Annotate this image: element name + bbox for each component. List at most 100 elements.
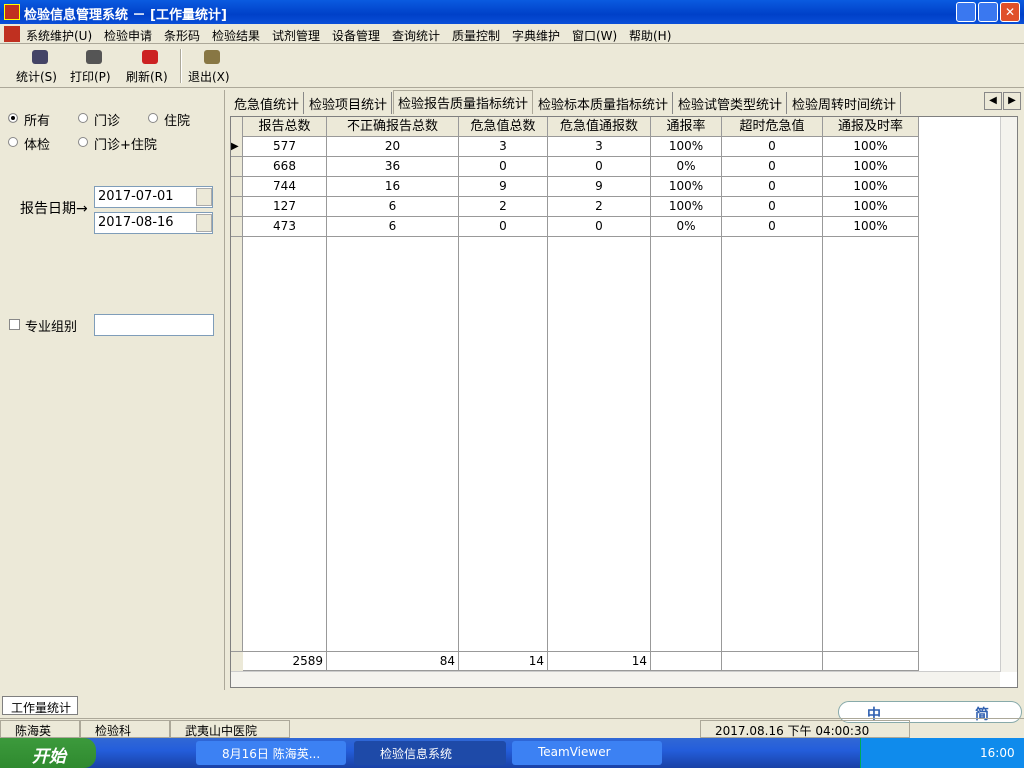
- grid-cell: 100%: [823, 197, 919, 217]
- total-cell: 14: [459, 651, 548, 671]
- tab[interactable]: 检验报告质量指标统计: [393, 90, 534, 114]
- ime-item[interactable]: 中: [867, 707, 881, 723]
- grid-cell: 100%: [823, 157, 919, 177]
- total-cell: [722, 651, 823, 671]
- menu-item[interactable]: 窗口(W): [572, 29, 618, 43]
- system-tray: [860, 738, 1024, 768]
- grid-cell: 0: [722, 197, 823, 217]
- vertical-scrollbar[interactable]: [1000, 117, 1017, 672]
- menu-item[interactable]: 系统维护(U): [26, 29, 93, 43]
- toolbar-button[interactable]: 退出(X): [188, 70, 230, 84]
- date-label: 报告日期→: [20, 201, 88, 217]
- menu-item[interactable]: 试剂管理: [272, 29, 321, 43]
- grid-cell: 100%: [651, 137, 722, 157]
- toolbar: 统计(S) 打印(P) 刷新(R) 退出(X): [0, 45, 1024, 88]
- bottom-tab[interactable]: 工作量统计: [2, 696, 78, 715]
- column-line: [458, 237, 459, 651]
- minimize-button[interactable]: [956, 2, 976, 22]
- ime-item[interactable]: 简: [975, 707, 989, 723]
- menu-icon: [4, 26, 20, 42]
- radio-label: 住院: [164, 114, 191, 129]
- radio-button[interactable]: [78, 137, 88, 147]
- menu-item[interactable]: 字典维护: [512, 29, 561, 43]
- grid-cell: 0: [548, 217, 651, 237]
- checkbox[interactable]: [9, 319, 20, 330]
- row-indicator: [231, 157, 243, 177]
- taskbar-button[interactable]: TeamViewer: [512, 741, 662, 765]
- column-header: 危急值总数: [459, 117, 548, 137]
- toolbar-icon: [204, 50, 220, 64]
- radio-button[interactable]: [148, 113, 158, 123]
- menu-item[interactable]: 条形码: [164, 29, 201, 43]
- close-button[interactable]: ✕: [1000, 2, 1020, 22]
- menu-item[interactable]: 帮助(H): [629, 29, 672, 43]
- toolbar-button[interactable]: 统计(S): [16, 70, 57, 84]
- radio-button[interactable]: [78, 113, 88, 123]
- tab[interactable]: 检验试管类型统计: [674, 92, 788, 114]
- grid-cell: 36: [327, 157, 459, 177]
- menu-item[interactable]: 检验申请: [104, 29, 153, 43]
- column-header: 危急值通报数: [548, 117, 651, 137]
- toolbar-button[interactable]: 刷新(R): [126, 70, 168, 84]
- menu-item[interactable]: 质量控制: [452, 29, 501, 43]
- row-header-column: [231, 117, 243, 672]
- grid-cell: 668: [243, 157, 327, 177]
- column-line: [547, 237, 548, 651]
- status-field: 武夷山中医院: [170, 720, 290, 738]
- column-header: 报告总数: [243, 117, 327, 137]
- radio-button[interactable]: [8, 113, 18, 123]
- toolbar-icon: [86, 50, 102, 64]
- data-grid: 报告总数 不正确报告总数 危急值总数 危急值通报数 通报率 超时危急值 通报及时率 ▶ 577 2…: [230, 116, 1018, 688]
- date-picker[interactable]: 2017-08-16: [94, 212, 213, 234]
- tab[interactable]: 检验周转时间统计: [788, 92, 902, 114]
- ime-bar: 中简: [838, 701, 1022, 723]
- row-indicator: [231, 197, 243, 217]
- column-header: 通报及时率: [823, 117, 919, 137]
- grid-cell: 100%: [823, 137, 919, 157]
- total-cell: 14: [548, 651, 651, 671]
- toolbar-icon: [142, 50, 158, 64]
- grid-cell: 0%: [651, 157, 722, 177]
- total-cell: 2589: [243, 651, 327, 671]
- tab[interactable]: 检验项目统计: [305, 92, 393, 114]
- tab[interactable]: 危急值统计: [230, 92, 305, 114]
- restore-button[interactable]: [978, 2, 998, 22]
- horizontal-scrollbar[interactable]: [231, 671, 1000, 687]
- taskbar-button[interactable]: 检验信息系统: [354, 741, 506, 765]
- column-line: [918, 237, 919, 651]
- column-header: 不正确报告总数: [327, 117, 459, 137]
- total-cell: [651, 651, 722, 671]
- dropdown-button: [196, 214, 212, 232]
- grid-cell: 9: [548, 177, 651, 197]
- grid-cell: 6: [327, 197, 459, 217]
- tab[interactable]: 检验标本质量指标统计: [534, 92, 674, 114]
- column-line: [650, 237, 651, 651]
- start-button[interactable]: 开始: [0, 738, 96, 768]
- menu-item[interactable]: 设备管理: [332, 29, 381, 43]
- status-bar: 陈海英 检验科 武夷山中医院 2017.08.16 下午 04:00:30: [0, 718, 1024, 738]
- toolbar-button[interactable]: 打印(P): [70, 70, 111, 84]
- row-indicator: [231, 177, 243, 197]
- grid-cell: 473: [243, 217, 327, 237]
- tab-strip: 危急值统计 检验项目统计 检验报告质量指标统计 检验标本质量指标统计 检验试管类型统计检…: [228, 90, 1024, 114]
- tab-scroll-right[interactable]: ▶: [1003, 92, 1021, 110]
- column-header: 超时危急值: [722, 117, 823, 137]
- grid-cell: 2: [459, 197, 548, 217]
- grid-cell: 100%: [823, 177, 919, 197]
- grid-cell: 9: [459, 177, 548, 197]
- menu-item[interactable]: 查询统计: [392, 29, 441, 43]
- menu-item[interactable]: 检验结果: [212, 29, 261, 43]
- grid-cell: 100%: [823, 217, 919, 237]
- grid-cell: 100%: [651, 177, 722, 197]
- group-input[interactable]: [94, 314, 214, 336]
- grid-cell: 744: [243, 177, 327, 197]
- date-picker[interactable]: 2017-07-01: [94, 186, 213, 208]
- taskbar-button[interactable]: 8月16日 陈海英...: [196, 741, 346, 765]
- radio-label: 所有: [24, 114, 51, 129]
- status-field: 检验科: [80, 720, 170, 738]
- radio-button[interactable]: [8, 137, 18, 147]
- radio-label: 门诊: [94, 114, 121, 129]
- tab-scroll-left[interactable]: ◀: [984, 92, 1002, 110]
- row-indicator: [231, 217, 243, 237]
- radio-label: 体检: [24, 138, 51, 153]
